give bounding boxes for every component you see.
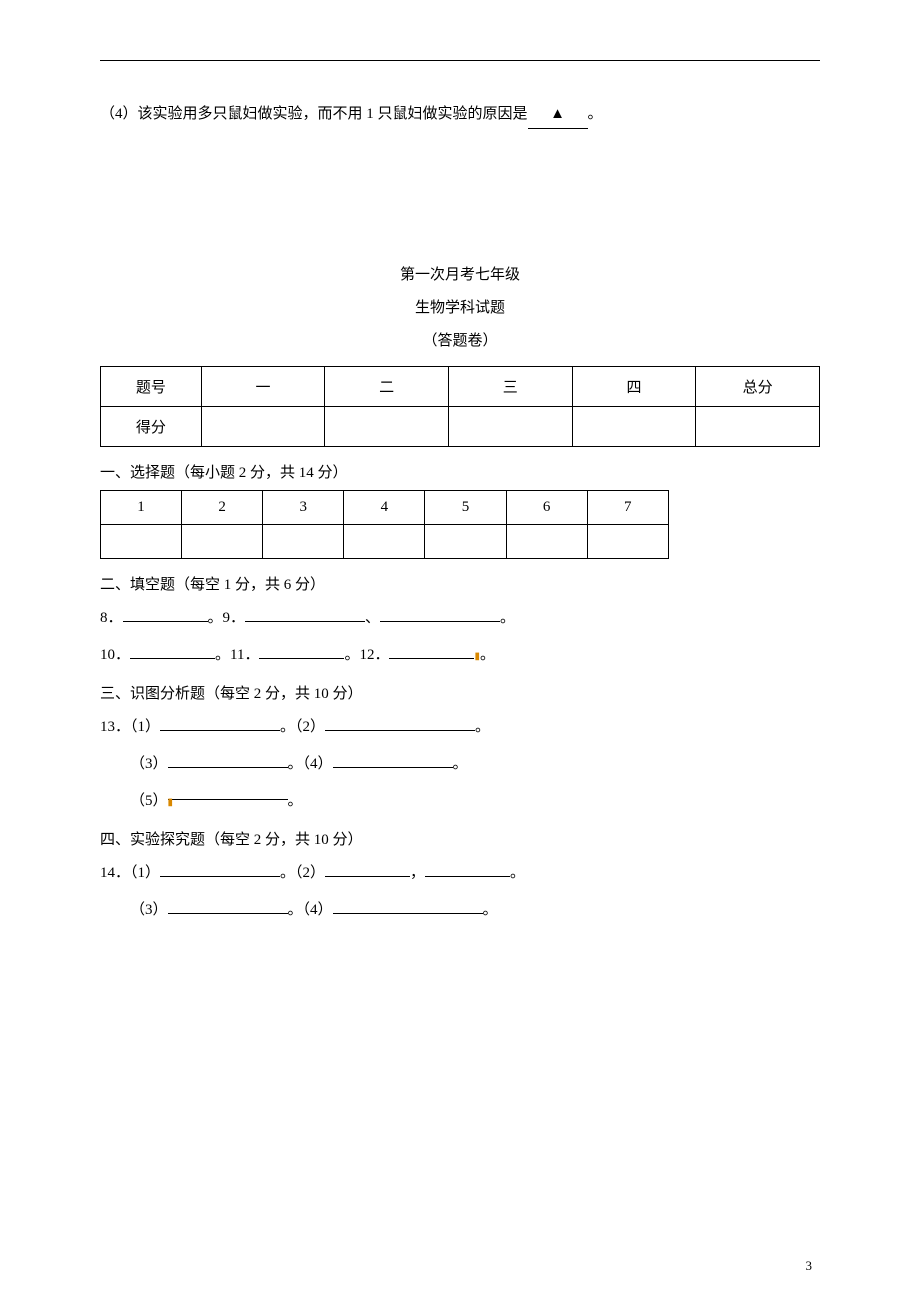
fill-4-c: 。 (453, 756, 468, 772)
fill-4-a: （3） (130, 756, 168, 772)
score-table-header-row: 题号 一 二 三 四 总分 (101, 367, 820, 407)
fill-line-4: （3） 。（4） 。 (130, 748, 820, 781)
section-4-heading: 四、实验探究题（每空 2 分，共 10 分） (100, 828, 820, 849)
blank-13-5: ▮ (168, 785, 288, 800)
blank-8 (123, 607, 208, 622)
blank-14-2b (425, 862, 510, 877)
score-header-2: 二 (325, 367, 449, 407)
mcq-num-6: 6 (506, 491, 587, 525)
blank-13-2 (325, 716, 475, 731)
fill-line-5: （5） ▮ 。 (130, 785, 820, 818)
fill-line-2: 10．。11．。12．▮。 (100, 639, 820, 672)
score-cell-4 (572, 407, 696, 447)
fill-3-a: 13．（1） (100, 719, 160, 735)
blank-13-4 (333, 753, 453, 768)
blank-14-2a (325, 862, 410, 877)
score-header-0: 题号 (101, 367, 202, 407)
mcq-ans-2 (182, 525, 263, 559)
fill-2-a: 10． (100, 647, 130, 663)
score-row2-label: 得分 (101, 407, 202, 447)
mcq-ans-5 (425, 525, 506, 559)
blank-12 (389, 644, 474, 659)
fill-7-c: 。 (483, 902, 498, 918)
fill-1-a: 8． (100, 610, 123, 626)
mcq-answer-row (101, 525, 669, 559)
score-cell-5 (696, 407, 820, 447)
fill-2-d: 。 (480, 647, 495, 663)
fill-7-b: 。（4） (288, 902, 333, 918)
mcq-header-row: 1 2 3 4 5 6 7 (101, 491, 669, 525)
score-cell-2 (325, 407, 449, 447)
header-rule (100, 60, 820, 61)
section-1-heading: 一、选择题（每小题 2 分，共 14 分） (100, 461, 820, 482)
blank-9b (380, 607, 500, 622)
section-2-heading: 二、填空题（每空 1 分，共 6 分） (100, 573, 820, 594)
orange-dot-icon-2: ▮ (168, 797, 174, 808)
fill-5-a: （5） (130, 793, 168, 809)
fill-6-c: ， (410, 865, 425, 881)
fill-2-c: 。12． (344, 647, 389, 663)
blank-13-1 (160, 716, 280, 731)
mcq-table: 1 2 3 4 5 6 7 (100, 490, 669, 559)
fill-line-7: （3） 。（4） 。 (130, 894, 820, 927)
score-header-5: 总分 (696, 367, 820, 407)
score-header-4: 四 (572, 367, 696, 407)
title-line-3: （答题卷） (100, 325, 820, 358)
fill-line-3: 13．（1） 。（2） 。 (100, 711, 820, 744)
score-header-1: 一 (201, 367, 325, 407)
mcq-ans-3 (263, 525, 344, 559)
fill-7-a: （3） (130, 902, 168, 918)
question-4-text: （4）该实验用多只鼠妇做实验，而不用 1 只鼠妇做实验的原因是 ▲ 。 (100, 101, 820, 129)
fill-5-b: 。 (288, 793, 303, 809)
fill-4-b: 。（4） (288, 756, 333, 772)
mcq-num-7: 7 (587, 491, 668, 525)
fill-6-d: 。 (510, 865, 525, 881)
mcq-num-4: 4 (344, 491, 425, 525)
triangle-icon: ▲ (550, 101, 565, 128)
fill-1-c: 、 (365, 610, 380, 626)
blank-14-4 (333, 899, 483, 914)
blank-13-3 (168, 753, 288, 768)
q4-after: 。 (588, 106, 603, 122)
mcq-ans-7 (587, 525, 668, 559)
title-block: 第一次月考七年级 生物学科试题 （答题卷） (100, 259, 820, 358)
mcq-ans-1 (101, 525, 182, 559)
mcq-num-3: 3 (263, 491, 344, 525)
fill-line-6: 14．（1） 。（2） ， 。 (100, 857, 820, 890)
score-cell-3 (448, 407, 572, 447)
fill-2-b: 。11． (215, 647, 259, 663)
fill-3-b: 。（2） (280, 719, 325, 735)
blank-9a (245, 607, 365, 622)
score-table: 题号 一 二 三 四 总分 得分 (100, 366, 820, 447)
blank-14-3 (168, 899, 288, 914)
fill-line-1: 8． 。9． 、 。 (100, 602, 820, 635)
section-3-heading: 三、识图分析题（每空 2 分，共 10 分） (100, 682, 820, 703)
fill-3-c: 。 (475, 719, 490, 735)
mcq-num-1: 1 (101, 491, 182, 525)
fill-1-b: 。9． (208, 610, 246, 626)
title-line-2: 生物学科试题 (100, 292, 820, 325)
page-number: 3 (806, 1258, 813, 1274)
title-line-1: 第一次月考七年级 (100, 259, 820, 292)
mcq-ans-6 (506, 525, 587, 559)
score-table-value-row: 得分 (101, 407, 820, 447)
q4-before: （4）该实验用多只鼠妇做实验，而不用 1 只鼠妇做实验的原因是 (100, 106, 528, 122)
mcq-ans-4 (344, 525, 425, 559)
q4-blank: ▲ (528, 101, 588, 129)
score-header-3: 三 (448, 367, 572, 407)
blank-10 (130, 644, 215, 659)
score-cell-1 (201, 407, 325, 447)
mcq-num-5: 5 (425, 491, 506, 525)
fill-6-a: 14．（1） (100, 865, 160, 881)
fill-6-b: 。（2） (280, 865, 325, 881)
mcq-num-2: 2 (182, 491, 263, 525)
fill-1-d: 。 (500, 610, 515, 626)
blank-14-1 (160, 862, 280, 877)
blank-11 (259, 644, 344, 659)
